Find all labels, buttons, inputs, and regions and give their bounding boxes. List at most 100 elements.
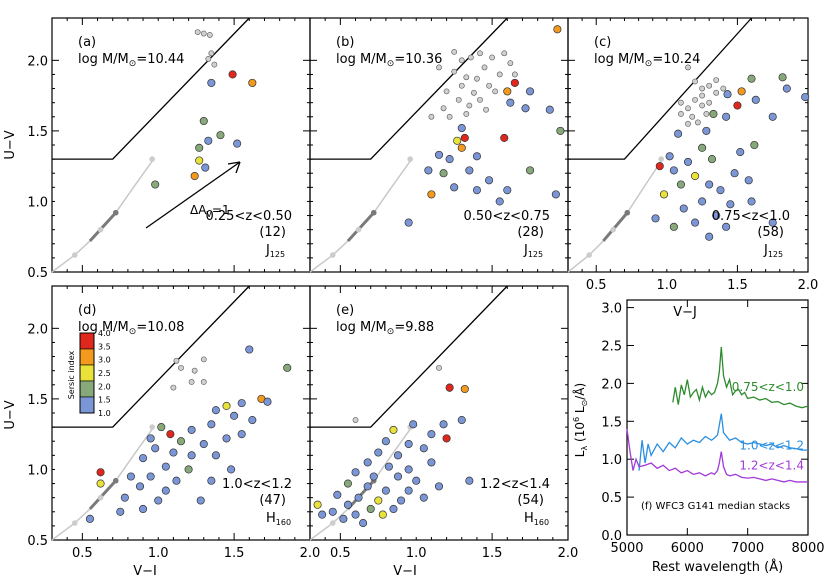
x-tick-label: 8000 [791, 541, 824, 556]
galaxy-point [457, 416, 466, 425]
mass-label-val: =10.08 [136, 320, 184, 335]
galaxy-point [707, 155, 717, 164]
galaxy-point [190, 171, 199, 181]
band-label: H160 [524, 511, 549, 527]
y-axis-label-bottom: U−V [3, 400, 18, 429]
galaxy-point [460, 384, 469, 394]
galaxy-point [412, 476, 421, 485]
galaxy-point [526, 87, 535, 96]
galaxy-point [359, 519, 368, 528]
galaxy-point [381, 437, 390, 446]
color-track-segment [602, 211, 629, 242]
y-tick-label: 2.0 [601, 377, 622, 392]
galaxy-point [730, 169, 739, 178]
galaxy-point [363, 458, 372, 467]
panel-tag: (e) [336, 303, 354, 318]
x-tick-label: 1.5 [482, 546, 503, 561]
quiescent-point [200, 379, 207, 385]
track-point [329, 252, 336, 258]
color-track-segment [88, 211, 117, 242]
x-tick-label: 2.0 [798, 278, 819, 293]
mass-label: log M/M⊙=10.24 [594, 52, 700, 69]
galaxy-point [669, 222, 678, 231]
y-tick-label: 1.0 [601, 453, 622, 468]
quiescent-point [466, 102, 473, 109]
galaxy-point [157, 423, 166, 432]
mass-label-sun: ⊙ [645, 59, 653, 69]
galaxy-point [712, 211, 721, 220]
selection-wedge [310, 17, 508, 160]
quiescent-point [689, 113, 696, 120]
galaxy-point [151, 180, 160, 189]
quiescent-point [446, 113, 453, 120]
colorbar-title: Sersic index [67, 350, 76, 399]
spectrum-label: 0.75<z<1.0 [732, 380, 804, 394]
galaxy-point [736, 148, 745, 157]
quiescent-point [489, 54, 496, 61]
galaxy-point [227, 465, 236, 474]
galaxy-point [747, 197, 756, 206]
galaxy-point [485, 176, 494, 185]
y-tick-label: 0.5 [27, 534, 48, 549]
galaxy-point [263, 397, 272, 406]
galaxy-point [172, 476, 181, 485]
galaxy-point [445, 383, 454, 392]
galaxy-point [460, 133, 469, 142]
galaxy-point [424, 166, 433, 175]
galaxy-point [339, 514, 348, 523]
track-point [407, 156, 413, 162]
galaxy-point [199, 116, 208, 126]
galaxy-point [439, 420, 448, 429]
galaxy-point [553, 25, 562, 34]
quiescent-point [694, 119, 701, 126]
galaxy-point [343, 500, 352, 509]
sample-size-label: (47) [259, 493, 286, 508]
galaxy-point [778, 73, 787, 82]
y-tick-label: 1.5 [601, 415, 622, 430]
quiescent-point [692, 96, 698, 103]
color-track-segment [346, 211, 375, 242]
galaxy-point [204, 136, 213, 145]
galaxy-point [465, 166, 474, 175]
band-letter: J [523, 243, 528, 258]
galaxy-point [716, 186, 725, 195]
galaxy-point [318, 510, 327, 519]
x-tick-label: 1.5 [727, 278, 748, 293]
x-axis-label-e: V−J [393, 564, 417, 575]
quiescent-point [191, 367, 198, 374]
mass-label-pre: log M/M [78, 52, 129, 67]
galaxy-point [233, 139, 242, 148]
quiescent-point [173, 357, 180, 364]
track-point [97, 494, 104, 501]
colorbar-tick-label: 2.0 [98, 382, 111, 391]
galaxy-point [199, 439, 208, 449]
redshift-label: 1.2<z<1.4 [480, 477, 550, 492]
panel-c: 0.5 1.0 1.5 2.0 (c) log M/M⊙=10.24 0.75<z<1.0(… [567, 17, 819, 293]
galaxy-point [751, 95, 760, 104]
galaxy-point [384, 462, 393, 471]
galaxy-point [126, 472, 135, 481]
quiescent-point [477, 50, 483, 57]
galaxy-point [176, 437, 186, 446]
ylabel-l: L [573, 450, 587, 457]
quiescent-point [178, 364, 184, 371]
galaxy-point [139, 454, 148, 463]
quiescent-point [200, 356, 207, 363]
galaxy-point [146, 472, 155, 481]
quiescent-point [206, 32, 213, 38]
track-point [71, 520, 78, 526]
galaxy-point [705, 180, 714, 189]
quiescent-point [486, 82, 492, 89]
galaxy-point [85, 514, 94, 523]
band-letter: J [265, 243, 270, 258]
quiescent-point [713, 77, 720, 83]
quiescent-point [474, 75, 480, 82]
mass-label: log M/M⊙=9.88 [336, 320, 434, 337]
y-tick-label: 2.5 [601, 339, 622, 354]
y-tick-label: 1.0 [27, 195, 48, 210]
galaxy-point [245, 345, 254, 354]
x-tick-label: 1.5 [224, 546, 245, 561]
galaxy-point [419, 444, 428, 453]
quiescent-point [720, 85, 727, 92]
galaxy-point [366, 504, 375, 514]
